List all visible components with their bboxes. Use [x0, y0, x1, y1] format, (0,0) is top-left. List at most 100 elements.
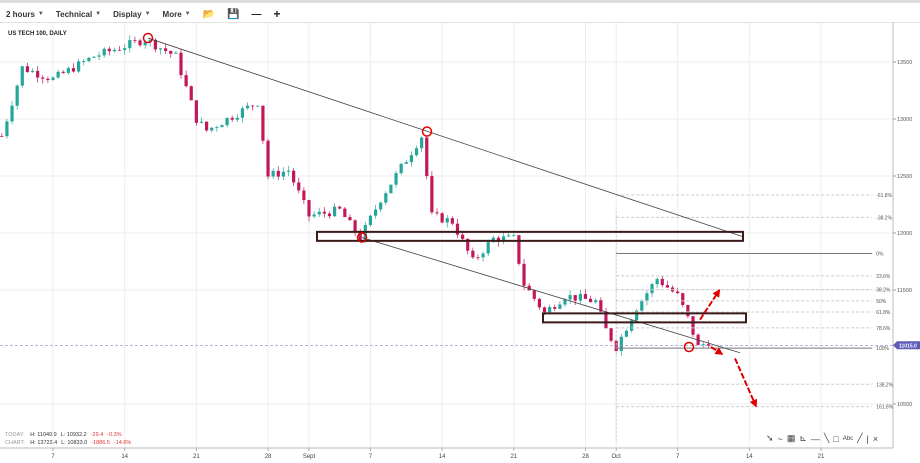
y-tick-label: 12000 [897, 231, 912, 237]
candle-body [302, 190, 306, 201]
candle-body [271, 170, 275, 177]
chevron-down-icon: ▼ [37, 11, 44, 17]
folder-open-icon[interactable]: 📂 [202, 8, 216, 20]
display-menu[interactable]: Display ▼ [113, 10, 150, 19]
candle-body [251, 105, 255, 107]
candle-body [624, 330, 629, 337]
fib-level-label: 0% [876, 252, 884, 258]
candle-body [650, 284, 654, 294]
candle-body [235, 117, 239, 120]
candle-body [435, 212, 439, 214]
candle-body [384, 193, 388, 203]
candle-body [189, 86, 193, 101]
candle-body [307, 200, 311, 217]
candle-body [619, 336, 623, 352]
candle-body [143, 41, 147, 46]
x-tick-label: 7 [676, 454, 680, 460]
projection-arrow [699, 288, 721, 321]
candle-body [676, 291, 680, 294]
candle-body [205, 121, 209, 131]
candle-body [363, 225, 367, 242]
candle-body [604, 311, 608, 329]
today-low: L: 10932.2 [60, 432, 87, 438]
minus-icon[interactable]: — [251, 8, 262, 20]
candle-body [112, 49, 117, 52]
x-tick-label: 21 [510, 454, 517, 460]
save-icon[interactable]: 💾 [227, 8, 240, 20]
timeframe-menu[interactable]: 2 hours ▼ [6, 10, 44, 19]
candle-body [215, 127, 219, 128]
candle-body [389, 184, 393, 194]
chart-title: US TECH 100, DAILY [8, 31, 67, 37]
candle-body [184, 75, 188, 87]
candle-body [266, 140, 270, 177]
candle-body [414, 148, 419, 156]
candle-body [568, 295, 572, 300]
candle-body [286, 170, 291, 172]
y-tick-label: 10500 [897, 402, 912, 408]
candle-body [399, 163, 403, 174]
close-icon[interactable]: × [872, 433, 879, 444]
candles [0, 35, 710, 356]
candle-body [486, 242, 490, 254]
candle-body [338, 206, 342, 209]
candle-body [563, 299, 567, 305]
candle-body [225, 117, 229, 126]
chevron-down-icon: ▼ [95, 11, 102, 17]
candle-body [512, 235, 516, 236]
trend-line-upper [147, 37, 743, 237]
candle-body [82, 61, 86, 62]
candle-body [230, 117, 234, 120]
candle-body [394, 173, 398, 185]
candle-body [56, 71, 60, 78]
fan-icon[interactable]: ⊾ [799, 433, 807, 443]
candle-body [102, 48, 106, 56]
candle-body [353, 220, 357, 233]
x-tick-label: 28 [582, 454, 589, 460]
candle-body [133, 40, 137, 41]
horizontal-line-icon[interactable]: — [810, 433, 820, 444]
rectangle-icon[interactable]: □ [833, 433, 839, 444]
more-menu[interactable]: More ▼ [163, 10, 191, 19]
text-icon[interactable]: Abc [842, 435, 854, 442]
curve-icon[interactable]: ~ [777, 433, 783, 444]
last-price-value: 11015.0 [899, 343, 917, 349]
y-tick-label: 12500 [897, 174, 912, 180]
line-icon[interactable]: ╱ [857, 433, 863, 443]
fib-level-label: 50% [876, 299, 887, 305]
y-tick-label: 13000 [897, 117, 912, 123]
candle-body [542, 307, 547, 313]
candle-body [87, 57, 91, 62]
candle-body [179, 52, 183, 76]
plus-icon[interactable]: + [273, 7, 281, 21]
trend-line-icon[interactable]: ╲ [823, 433, 830, 443]
arrow-icon[interactable]: ➘ [766, 433, 774, 443]
price-chart[interactable]: 7 14 21 28 Sept 7 14 21 28 Oct 7 14 21 13500 13000 1250… [0, 23, 920, 463]
fib-level-label: 23.6% [876, 274, 891, 280]
candle-body [240, 108, 245, 118]
grid-icon[interactable]: ▦ [786, 433, 796, 443]
today-label: TODAY: [5, 432, 25, 438]
projection-arrow [734, 357, 758, 408]
candle-body [220, 125, 224, 128]
candle-body [312, 214, 316, 217]
candle-body [461, 234, 465, 239]
candle-body [420, 137, 424, 149]
stats-panel: TODAY: H: 11049.9 L: 10932.2 -29.4 -0.3% CH… [5, 431, 135, 447]
chart-low: L: 10833.0 [61, 440, 88, 446]
x-tick-label: 21 [818, 454, 825, 460]
candle-body [245, 105, 250, 109]
candle-body [594, 300, 598, 303]
trend-line-lower [361, 237, 741, 354]
candle-body [507, 235, 511, 237]
x-tick-label: 7 [369, 454, 373, 460]
last-price-tag [893, 341, 920, 350]
technical-menu[interactable]: Technical ▼ [56, 10, 101, 19]
candle-body [573, 295, 577, 301]
candle-body [169, 50, 173, 54]
pivot-circle [683, 341, 695, 353]
candle-body [92, 56, 96, 58]
candle-body [256, 105, 260, 107]
candle-body [409, 155, 413, 163]
candle-body [158, 48, 163, 50]
